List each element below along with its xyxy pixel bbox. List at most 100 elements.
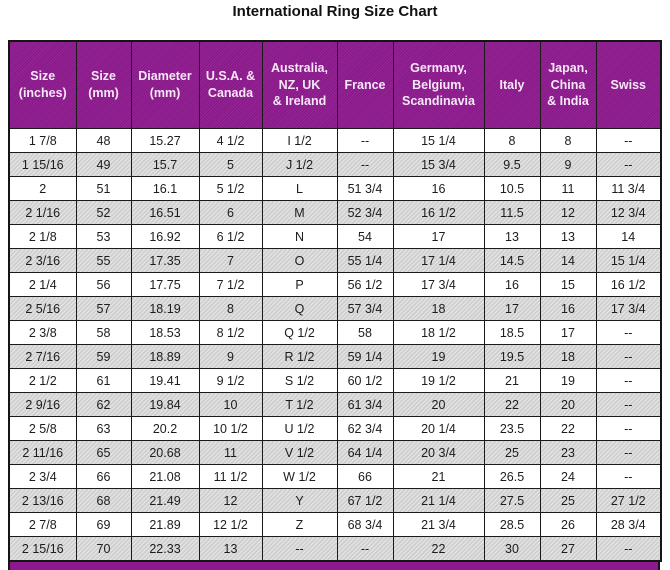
table-cell: 64 1/4	[336, 440, 394, 465]
table-cell: 11 3/4	[595, 176, 662, 201]
table-cell: 18.53	[130, 320, 200, 345]
table-row: 2 3/8 58 18.53 8 1/2 Q 1/2 58 18 1/2 18.5 17 --	[8, 320, 662, 345]
table-cell: Q	[261, 296, 338, 321]
table-cell: 16	[539, 296, 597, 321]
table-cell: 16	[392, 176, 485, 201]
table-cell: 30	[483, 536, 541, 562]
table-cell: 9.5	[483, 152, 541, 177]
table-row: 2 1/2 61 19.41 9 1/2 S 1/2 60 1/2 19 1/2 21 19 --	[8, 368, 662, 393]
column-header-7: Italy	[483, 40, 541, 129]
table-row: 2 7/8 69 21.89 12 1/2 Z 68 3/4 21 3/4 28.5 26 28 …	[8, 512, 662, 537]
table-cell: 51	[75, 176, 132, 201]
table-cell: 6	[198, 200, 263, 225]
table-cell: 28.5	[483, 512, 541, 537]
table-cell: 10.5	[483, 176, 541, 201]
table-cell: 26.5	[483, 464, 541, 489]
table-row: 2 7/16 59 18.89 9 R 1/2 59 1/4 19 19.5 18 --	[8, 344, 662, 369]
table-cell: 8 1/2	[198, 320, 263, 345]
table-cell: N	[261, 224, 338, 249]
table-cell: 2 9/16	[8, 392, 77, 417]
table-cell: 14	[595, 224, 662, 249]
table-cell: P	[261, 272, 338, 297]
table-cell: T 1/2	[261, 392, 338, 417]
table-cell: 21 1/4	[392, 488, 485, 513]
table-cell: 13	[539, 224, 597, 249]
table-cell: 17.35	[130, 248, 200, 273]
table-cell: J 1/2	[261, 152, 338, 177]
table-cell: 22	[392, 536, 485, 562]
column-header-4: Australia, NZ, UK & Ireland	[261, 40, 338, 129]
table-row: 2 13/16 68 21.49 12 Y 67 1/2 21 1/4 27.5 25 27 1/…	[8, 488, 662, 513]
table-cell: 9	[198, 344, 263, 369]
table-cell: --	[595, 392, 662, 417]
table-cell: 62 3/4	[336, 416, 394, 441]
column-header-0: Size (inches)	[8, 40, 77, 129]
table-cell: 7	[198, 248, 263, 273]
table-cell: 12 1/2	[198, 512, 263, 537]
table-cell: 2 11/16	[8, 440, 77, 465]
table-cell: --	[336, 152, 394, 177]
table-cell: 57 3/4	[336, 296, 394, 321]
column-header-9: Swiss	[595, 40, 662, 129]
table-cell: L	[261, 176, 338, 201]
table-cell: R 1/2	[261, 344, 338, 369]
table-cell: 14	[539, 248, 597, 273]
table-cell: 17	[483, 296, 541, 321]
table-cell: 9	[539, 152, 597, 177]
table-cell: 12	[198, 488, 263, 513]
table-row: 2 1/8 53 16.92 6 1/2 N 54 17 13 13 14	[8, 224, 662, 249]
table-cell: 19.5	[483, 344, 541, 369]
column-header-1: Size (mm)	[75, 40, 132, 129]
table-cell: 17 1/4	[392, 248, 485, 273]
table-cell: 13	[483, 224, 541, 249]
table-cell: 56	[75, 272, 132, 297]
table-cell: 11	[198, 440, 263, 465]
table-cell: 23	[539, 440, 597, 465]
column-header-2: Diameter (mm)	[130, 40, 200, 129]
table-cell: 22.33	[130, 536, 200, 562]
table-cell: 2 5/16	[8, 296, 77, 321]
table-cell: 69	[75, 512, 132, 537]
table-cell: --	[595, 536, 662, 562]
table-cell: 58	[336, 320, 394, 345]
table-cell: 5	[198, 152, 263, 177]
table-row: 2 5/16 57 18.19 8 Q 57 3/4 18 17 16 17 3/4	[8, 296, 662, 321]
table-cell: 2	[8, 176, 77, 201]
table-row: 2 15/16 70 22.33 13 -- -- 22 30 27 --	[8, 536, 662, 562]
table-cell: 16	[483, 272, 541, 297]
table-cell: 67 1/2	[336, 488, 394, 513]
table-cell: 19.84	[130, 392, 200, 417]
table-cell: 48	[75, 128, 132, 153]
table-cell: 2 7/16	[8, 344, 77, 369]
table-cell: 2 1/8	[8, 224, 77, 249]
table-row: 1 15/16 49 15.7 5 J 1/2 -- 15 3/4 9.5 9 --	[8, 152, 662, 177]
table-body: 1 7/8 48 15.27 4 1/2 I 1/2 -- 15 1/4 8 8 -- 1 15/1…	[8, 128, 662, 562]
table-cell: Q 1/2	[261, 320, 338, 345]
table-row: 2 5/8 63 20.2 10 1/2 U 1/2 62 3/4 20 1/4 23.5 22…	[8, 416, 662, 441]
table-cell: 2 15/16	[8, 536, 77, 562]
table-cell: 52	[75, 200, 132, 225]
table-cell: 15	[539, 272, 597, 297]
table-cell: 15 3/4	[392, 152, 485, 177]
table-cell: 18	[539, 344, 597, 369]
table-cell: Y	[261, 488, 338, 513]
table-row: 2 1/4 56 17.75 7 1/2 P 56 1/2 17 3/4 16 15 16 1/2	[8, 272, 662, 297]
table-cell: 2 3/8	[8, 320, 77, 345]
table-cell: 60 1/2	[336, 368, 394, 393]
table-cell: 21 3/4	[392, 512, 485, 537]
table-row: 2 3/16 55 17.35 7 O 55 1/4 17 1/4 14.5 14 15 1/4	[8, 248, 662, 273]
table-cell: --	[595, 152, 662, 177]
table-cell: 19	[392, 344, 485, 369]
table-cell: 54	[336, 224, 394, 249]
table-header-row: Size (inches) Size (mm) Diameter (mm) U.S.A…	[8, 40, 662, 129]
table-cell: 12 3/4	[595, 200, 662, 225]
table-cell: 7 1/2	[198, 272, 263, 297]
table-cell: 59	[75, 344, 132, 369]
table-cell: 24	[539, 464, 597, 489]
table-cell: 18.5	[483, 320, 541, 345]
column-header-8: Japan, China & India	[539, 40, 597, 129]
column-header-5: France	[336, 40, 394, 129]
table-cell: 11.5	[483, 200, 541, 225]
table-cell: 13	[198, 536, 263, 562]
